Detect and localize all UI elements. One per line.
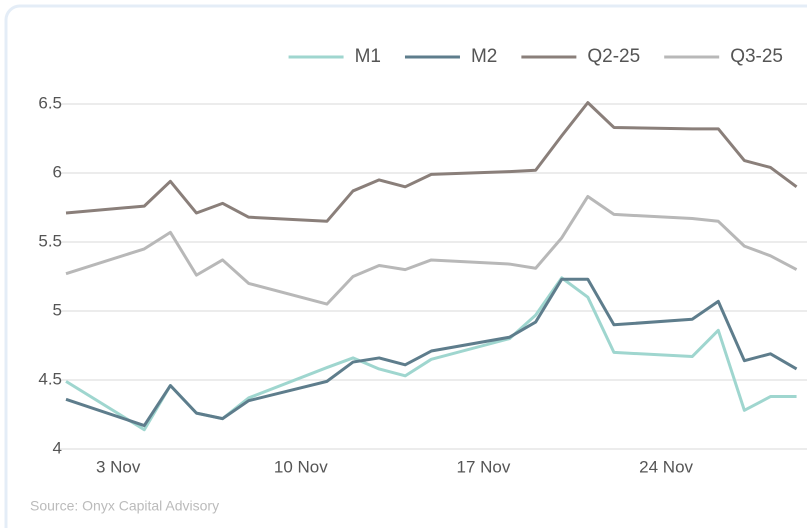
y-tick-label: 6 bbox=[53, 162, 62, 181]
y-tick-label: 5.5 bbox=[38, 231, 62, 250]
legend-label: Q2-25 bbox=[587, 46, 640, 67]
source: Source: Onyx Capital Advisory bbox=[30, 498, 219, 514]
x-tick-label: 24 Nov bbox=[639, 457, 693, 476]
legend-label: M2 bbox=[471, 46, 497, 67]
series-line bbox=[65, 194, 798, 306]
legend-label: M1 bbox=[355, 46, 381, 67]
x-tick-label: 3 Nov bbox=[96, 457, 141, 476]
legend-label: Q3-25 bbox=[730, 46, 783, 67]
card bbox=[4, 4, 807, 528]
x-tick-label: 10 Nov bbox=[274, 457, 328, 476]
series-line bbox=[65, 101, 798, 223]
x-tick-label: 17 Nov bbox=[457, 457, 511, 476]
y-tick-label: 6.5 bbox=[38, 93, 62, 112]
y-tick-label: 5 bbox=[53, 300, 62, 319]
series-line bbox=[65, 277, 798, 428]
y-tick-label: 4.5 bbox=[38, 369, 62, 388]
y-tick-label: 4 bbox=[53, 438, 62, 457]
